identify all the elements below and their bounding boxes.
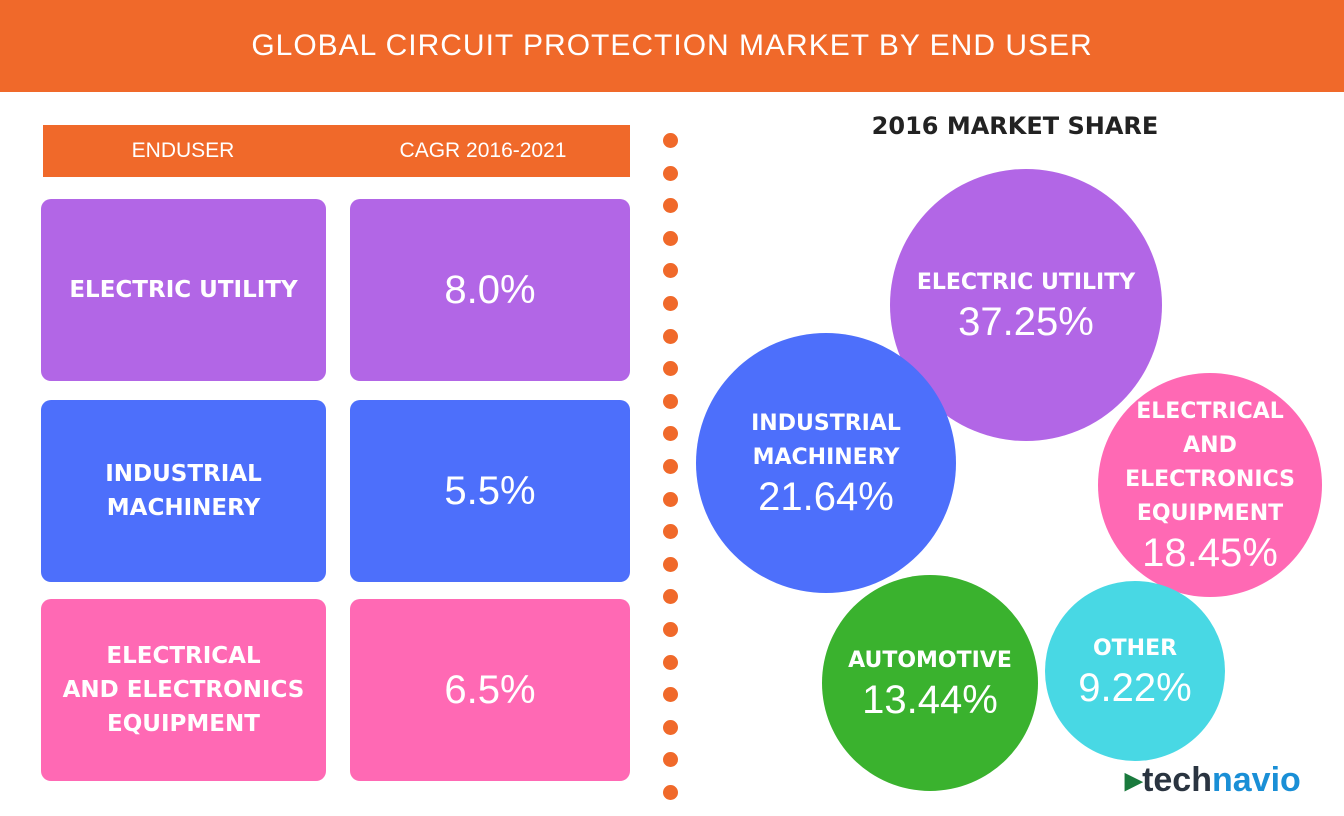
divider-dot	[663, 263, 678, 279]
bubble-label: OTHER	[1092, 635, 1178, 661]
divider-dot	[663, 556, 678, 572]
enduser-cell: ELECTRICAL AND ELECTRONICS EQUIPMENT	[41, 599, 326, 781]
divider-dot	[663, 133, 678, 148]
bubble: INDUSTRIAL MACHINERY 21.64%	[696, 333, 956, 593]
bubble: ELECTRICAL AND ELECTRONICS EQUIPMENT 18.45%	[1098, 373, 1322, 597]
bubble-value: 21.64%	[758, 474, 894, 519]
divider-dot	[663, 165, 678, 181]
divider-dot	[663, 296, 678, 311]
divider-dot	[663, 230, 678, 246]
table-header: ENDUSER CAGR 2016-2021	[43, 125, 630, 177]
bubble-label: INDUSTRIAL	[751, 410, 901, 436]
bubble-value: 18.45%	[1142, 530, 1278, 575]
logo: ▸technavio	[1125, 761, 1301, 799]
divider-dot	[663, 459, 678, 474]
cagr-cell: 5.5%	[350, 400, 630, 582]
divider-dot	[663, 198, 678, 214]
section-title: 2016 MARKET SHARE	[871, 112, 1159, 140]
bubble-label: AUTOMOTIVE	[848, 647, 1012, 673]
enduser-label: MACHINERY	[106, 495, 261, 521]
bubble-value: 9.22%	[1078, 665, 1192, 710]
divider-dot	[663, 491, 678, 507]
bubble: OTHER 9.22%	[1045, 581, 1225, 761]
enduser-cell: ELECTRIC UTILITY	[41, 199, 326, 381]
enduser-label: EQUIPMENT	[107, 711, 260, 737]
divider-dot	[663, 719, 678, 735]
cagr-cell: 8.0%	[350, 199, 630, 381]
divider-dot	[663, 426, 678, 442]
bubble-label: MACHINERY	[752, 444, 900, 470]
cagr-value: 8.0%	[444, 267, 536, 312]
cagr-value: 6.5%	[444, 667, 536, 712]
divider-dot	[663, 785, 678, 800]
bubble-label: EQUIPMENT	[1136, 500, 1284, 526]
divider-dot	[663, 361, 678, 377]
bubble: AUTOMOTIVE 13.44%	[822, 575, 1038, 791]
divider-dot	[663, 328, 678, 344]
divider-dot	[663, 393, 678, 409]
divider-dot	[663, 752, 678, 768]
bubble-value: 13.44%	[862, 677, 998, 722]
logo-text: navio	[1212, 761, 1301, 799]
cagr-cell: 6.5%	[350, 599, 630, 781]
bubble-label: ELECTRIC UTILITY	[916, 269, 1136, 295]
logo-text: tech	[1142, 761, 1212, 799]
divider-dot	[663, 524, 678, 540]
divider-dot	[663, 654, 678, 670]
cagr-value: 5.5%	[444, 468, 536, 513]
bubble-label: AND ELECTRONICS	[1125, 432, 1295, 492]
bubble-label: ELECTRICAL	[1136, 398, 1284, 424]
title: GLOBAL CIRCUIT PROTECTION MARKET BY END …	[0, 0, 1344, 92]
enduser-cell: INDUSTRIAL MACHINERY	[41, 400, 326, 582]
column-header: ENDUSER	[131, 139, 235, 162]
bubble-value: 37.25%	[958, 299, 1094, 344]
enduser-label: INDUSTRIAL	[105, 461, 262, 487]
enduser-label: ELECTRICAL	[106, 643, 261, 669]
column-header: CAGR 2016-2021	[399, 139, 567, 162]
enduser-label: ELECTRIC UTILITY	[69, 277, 298, 303]
divider-dot	[663, 622, 678, 637]
divider-dot	[663, 589, 678, 605]
enduser-label: AND ELECTRONICS	[62, 677, 305, 703]
divider-dot	[663, 687, 678, 703]
